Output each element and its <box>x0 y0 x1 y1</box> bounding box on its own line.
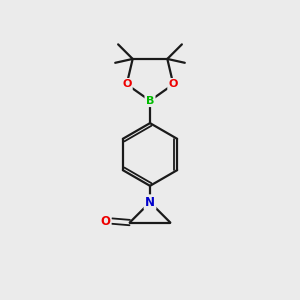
Text: B: B <box>146 96 154 106</box>
Text: N: N <box>145 196 155 209</box>
Text: O: O <box>100 214 110 228</box>
Text: O: O <box>122 79 131 89</box>
Text: O: O <box>169 79 178 89</box>
